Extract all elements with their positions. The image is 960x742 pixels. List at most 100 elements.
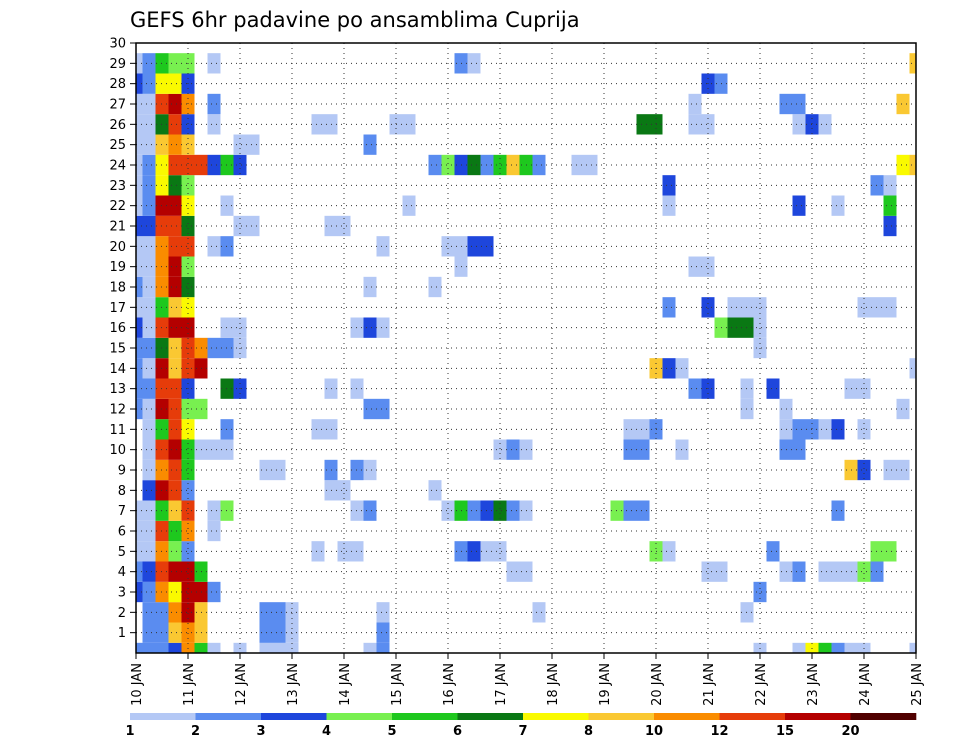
- precip-cell: [233, 215, 247, 237]
- precip-cell: [246, 134, 260, 155]
- legend-label: 5: [387, 724, 396, 739]
- precip-cell: [233, 337, 247, 359]
- precip-cell: [831, 419, 845, 440]
- y-tick-label: 2: [118, 606, 126, 621]
- precip-cell: [441, 154, 455, 176]
- precip-cell: [844, 642, 858, 653]
- precip-cell: [181, 154, 195, 176]
- precip-cell: [136, 541, 143, 562]
- precip-cell: [181, 602, 195, 623]
- precip-cell: [636, 419, 650, 440]
- y-tick-label: 5: [118, 545, 126, 560]
- precip-cell: [402, 195, 416, 216]
- precip-cell: [181, 276, 195, 298]
- precip-cell: [909, 642, 916, 653]
- y-tick-label: 19: [109, 260, 126, 275]
- precip-cell: [376, 622, 390, 643]
- precip-cell: [168, 297, 182, 318]
- precip-cell: [506, 154, 520, 176]
- precip-cell: [792, 419, 806, 440]
- precip-cell: [136, 134, 143, 155]
- precip-cell: [493, 154, 507, 176]
- precip-cell: [259, 642, 273, 653]
- precip-cell: [181, 297, 195, 318]
- y-tick-label: 24: [109, 159, 126, 174]
- precip-cell: [233, 642, 247, 653]
- precip-cell: [883, 195, 897, 216]
- precip-cell: [181, 317, 195, 338]
- precip-cell: [792, 195, 806, 216]
- legend-swatch: [326, 713, 393, 720]
- x-tick-label: 14 JAN: [338, 663, 353, 706]
- precip-cell: [142, 53, 156, 74]
- precip-cell: [142, 358, 156, 379]
- precip-cell: [753, 337, 767, 359]
- legend-label: 10: [645, 724, 663, 739]
- legend-label: 2: [191, 724, 200, 739]
- precip-cell: [363, 459, 377, 481]
- precip-cell: [233, 317, 247, 338]
- precip-cell: [168, 520, 182, 542]
- precip-cell: [688, 93, 702, 115]
- precip-cell: [818, 114, 832, 135]
- precip-cell: [181, 581, 195, 603]
- precip-cell: [207, 236, 221, 257]
- precip-cell: [207, 520, 221, 542]
- precip-cell: [181, 337, 195, 359]
- precip-cell: [181, 459, 195, 481]
- precip-cell: [142, 154, 156, 176]
- precip-cell: [662, 541, 676, 562]
- precip-cell: [272, 642, 286, 653]
- precip-cell: [363, 642, 377, 653]
- legend-swatch: [588, 713, 655, 720]
- precip-cell: [883, 541, 897, 562]
- precip-cell: [142, 93, 156, 115]
- precip-cell: [168, 154, 182, 176]
- precip-cell: [168, 439, 182, 460]
- precip-cell: [831, 500, 845, 521]
- legend-label: 7: [518, 724, 527, 739]
- precip-cell: [142, 236, 156, 257]
- x-tick-label: 16 JAN: [442, 663, 457, 706]
- precip-cell: [818, 642, 832, 653]
- precip-cell: [168, 114, 182, 135]
- precip-cell: [883, 215, 897, 237]
- precip-cell: [181, 195, 195, 216]
- precip-cell: [142, 581, 156, 603]
- precip-cell: [805, 642, 819, 653]
- y-tick-label: 11: [109, 423, 126, 438]
- precip-cell: [136, 53, 143, 74]
- precip-cell: [233, 154, 247, 176]
- precip-cell: [896, 154, 910, 176]
- precip-cell: [168, 480, 182, 501]
- precip-cell: [168, 337, 182, 359]
- precip-cell: [142, 520, 156, 542]
- color-legend: 1 2 3 4 5 6 7 8 10 12 15 20: [125, 713, 917, 739]
- y-tick-label: 6: [118, 525, 126, 540]
- precip-cell: [136, 215, 143, 237]
- precip-cell: [142, 480, 156, 501]
- precip-cell: [493, 500, 507, 521]
- legend-swatch: [392, 713, 458, 720]
- precip-cell: [883, 297, 897, 318]
- y-tick-label: 8: [118, 484, 126, 499]
- y-tick-label: 14: [109, 362, 126, 377]
- y-tick-label: 18: [109, 281, 126, 296]
- precip-cell: [428, 276, 442, 298]
- precip-cell: [311, 419, 325, 440]
- legend-label: 20: [841, 724, 859, 739]
- chart-title: GEFS 6hr padavine po ansamblima Cuprija: [130, 8, 580, 32]
- precip-cell: [883, 459, 897, 481]
- legend-swatch: [261, 713, 327, 720]
- precip-cell: [181, 561, 195, 582]
- precip-cell: [363, 276, 377, 298]
- precip-cell: [142, 541, 156, 562]
- precip-cell: [142, 439, 156, 460]
- precip-cell: [168, 419, 182, 440]
- precip-cell: [168, 134, 182, 155]
- precip-cell: [168, 642, 182, 653]
- precip-cell: [493, 439, 507, 460]
- precip-cell: [207, 337, 221, 359]
- precip-cell: [701, 561, 715, 582]
- precip-cell: [571, 154, 585, 176]
